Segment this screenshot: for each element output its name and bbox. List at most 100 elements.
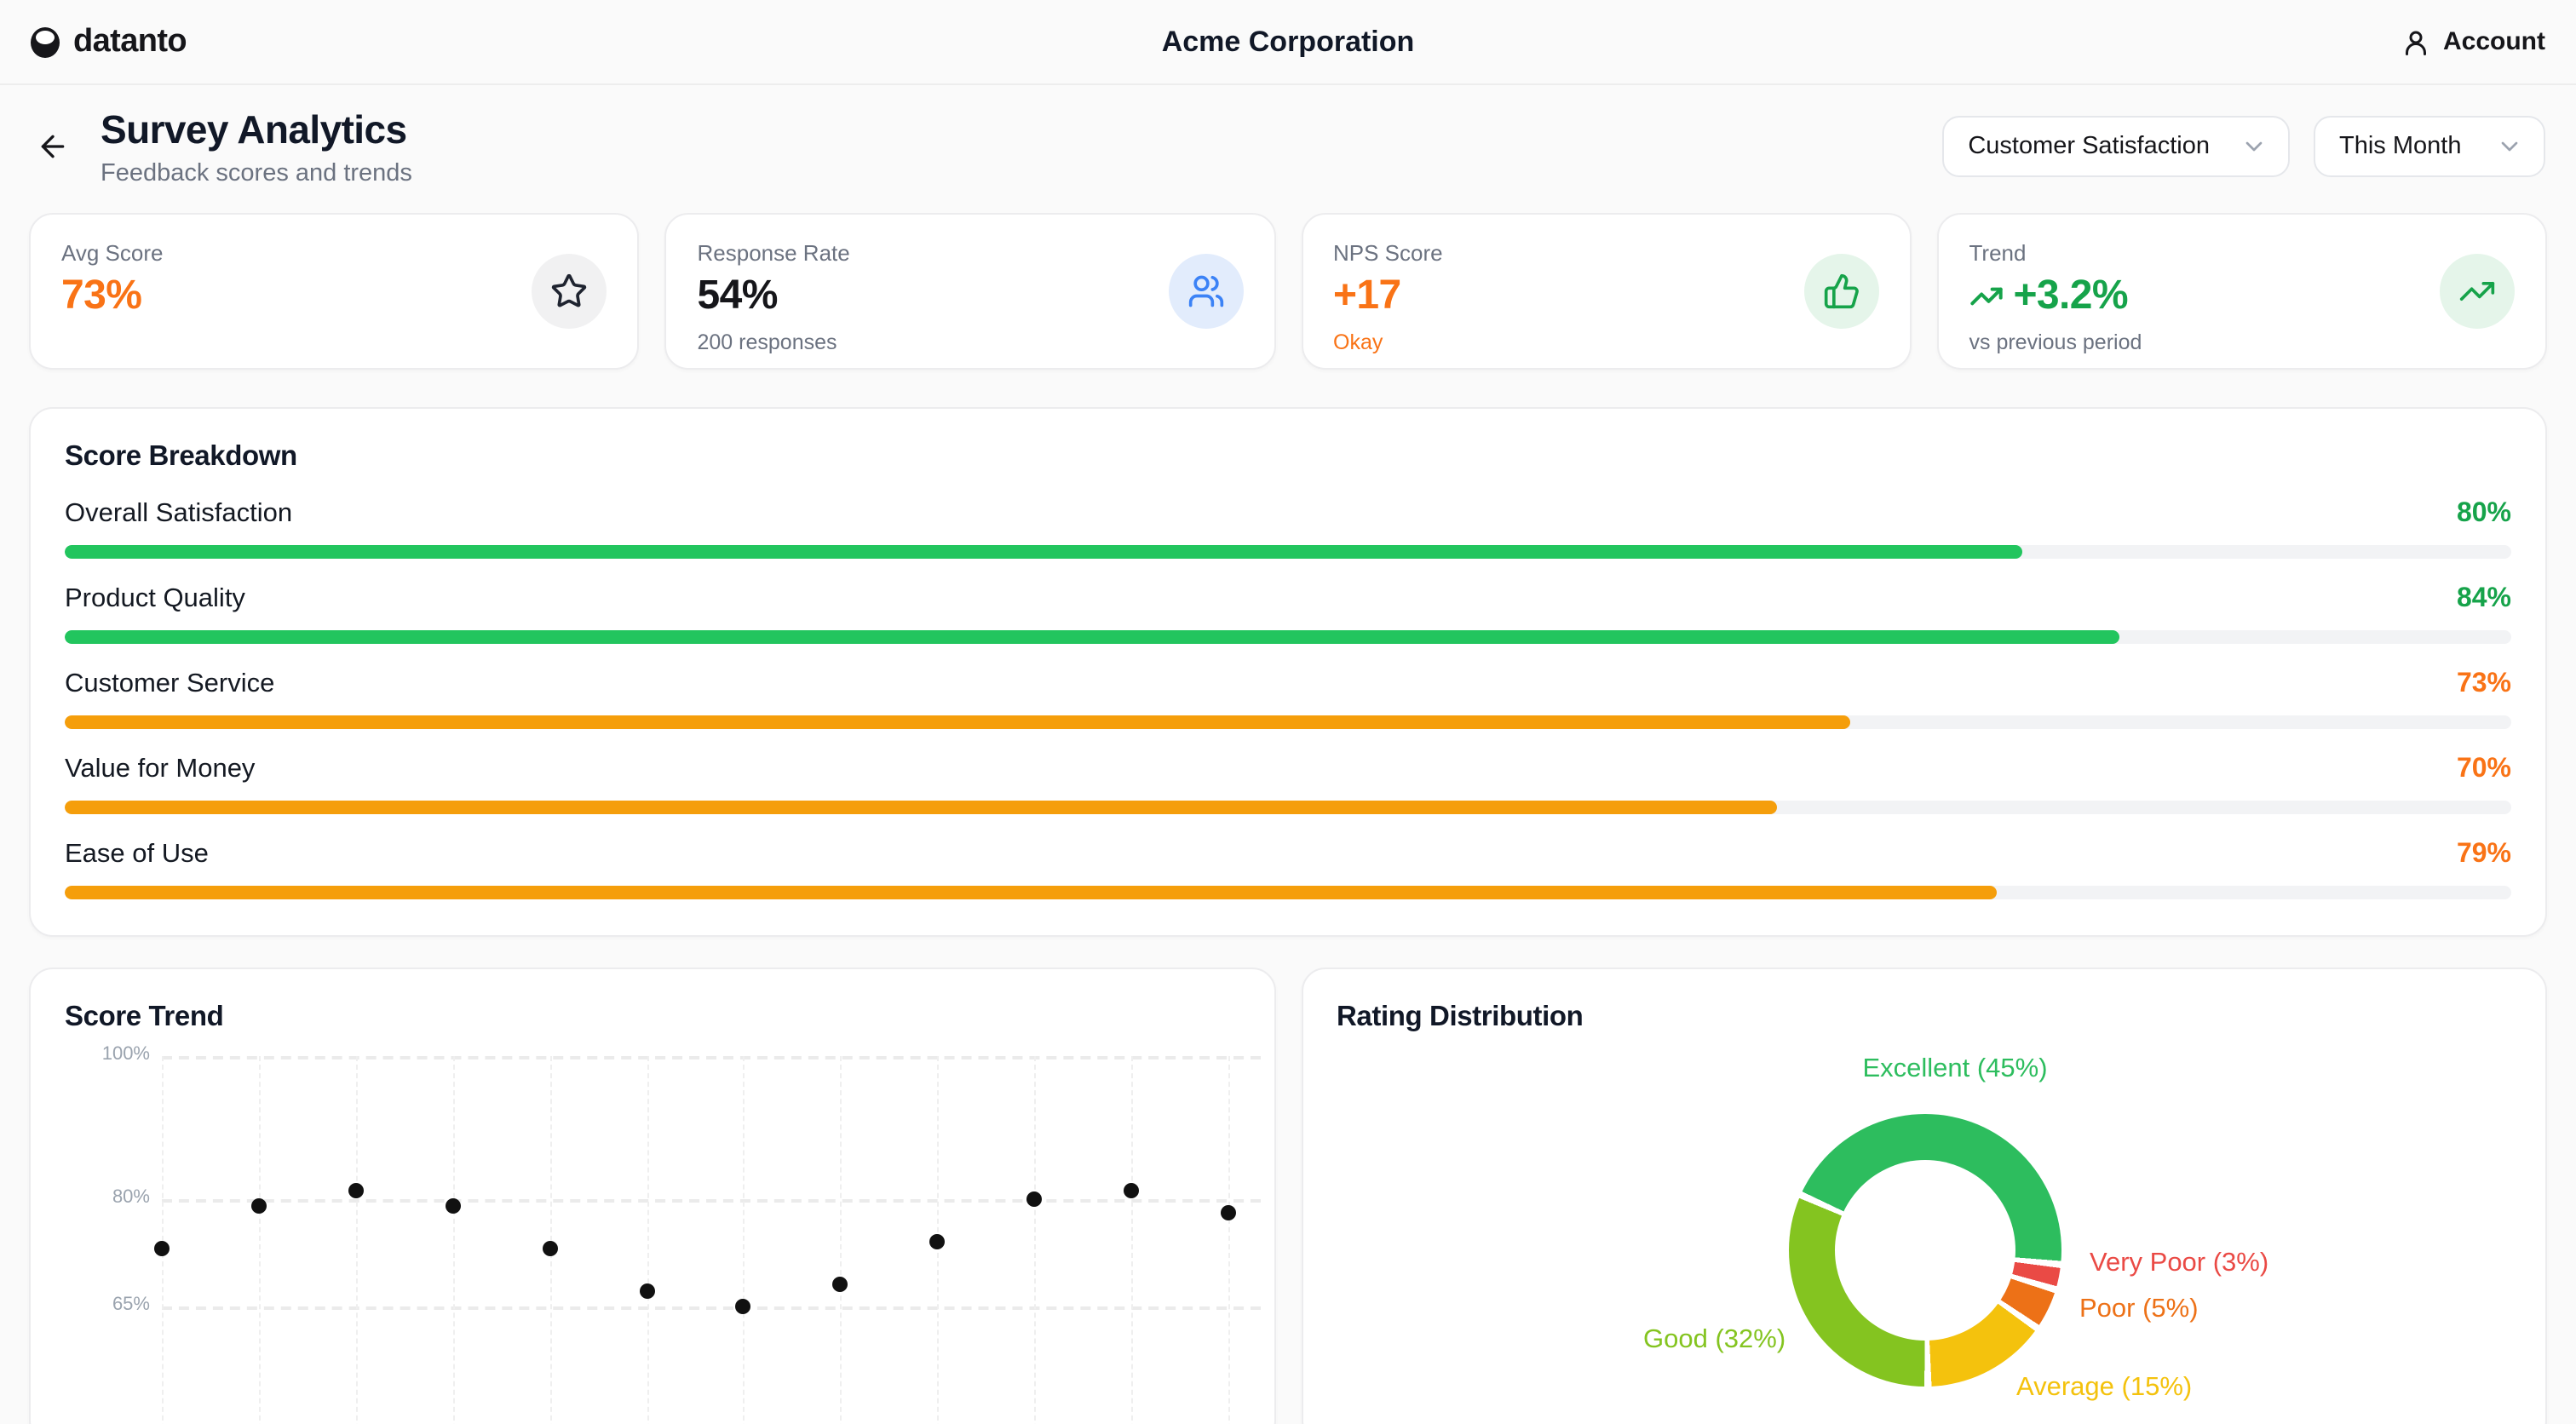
top-bar: datanto Acme Corporation Account [0, 0, 2576, 85]
stat-card-avg-score: Avg Score 73% [29, 212, 640, 370]
stat-card-trend: Trend +3.2% vs previous period [1936, 212, 2547, 370]
stat-value: +3.2% [1969, 272, 2516, 319]
data-point [445, 1197, 461, 1214]
breakdown-row: Ease of Use 79% [65, 839, 2511, 899]
progress-fill [65, 544, 2022, 559]
account-button[interactable]: Account [2401, 26, 2545, 57]
page-title: Survey Analytics [101, 107, 407, 152]
data-point [542, 1240, 558, 1256]
data-point [1220, 1204, 1236, 1220]
stat-label: Avg Score [61, 239, 164, 266]
data-point [1026, 1191, 1043, 1207]
breakdown-row: Overall Satisfaction 80% [65, 498, 2511, 559]
score-trend-chart: 100% 80% 65% [31, 968, 1274, 1424]
v-gridline [452, 1055, 455, 1424]
stat-label: Response Rate [697, 239, 850, 266]
data-point [735, 1298, 751, 1314]
progress-track [65, 885, 2511, 899]
data-point [929, 1233, 946, 1249]
h-gridline [162, 1055, 1261, 1059]
v-gridline [1034, 1055, 1037, 1424]
stat-label: Trend [1969, 239, 2027, 266]
score-trend-card: Score Trend 100% 80% 65% [29, 967, 1275, 1424]
metric-select-value: Customer Satisfaction [1968, 133, 2210, 161]
breakdown-row: Customer Service 73% [65, 669, 2511, 729]
account-label: Account [2443, 27, 2545, 56]
period-select-value: This Month [2339, 133, 2462, 161]
progress-fill [65, 629, 2120, 644]
h-gridline [162, 1306, 1261, 1310]
data-point [639, 1283, 654, 1300]
period-select[interactable]: This Month [2314, 116, 2545, 178]
datanto-logo-icon [31, 26, 60, 57]
progress-fill [65, 715, 1851, 729]
stat-value: 73% [61, 272, 142, 319]
y-axis-tick: 65% [112, 1294, 150, 1315]
stat-sub: Okay [1333, 330, 1383, 354]
star-icon [552, 273, 587, 307]
donut-label-average: Average (15%) [2016, 1372, 2193, 1402]
v-gridline [647, 1055, 648, 1424]
breakdown-percent: 70% [2456, 754, 2511, 784]
breakdown-label: Product Quality [65, 583, 245, 613]
chevron-down-icon [2245, 142, 2263, 152]
y-axis-tick: 100% [101, 1043, 150, 1065]
metric-select[interactable]: Customer Satisfaction [1942, 116, 2290, 178]
rating-distribution-title: Rating Distribution [1337, 1001, 1584, 1032]
stat-sub: 200 responses [697, 330, 837, 354]
data-point [154, 1240, 170, 1256]
data-point [348, 1183, 364, 1199]
v-gridline [162, 1055, 164, 1424]
page-header: Survey Analytics Feedback scores and tre… [0, 85, 2576, 207]
trending-up-icon [1969, 286, 2003, 305]
progress-track [65, 715, 2511, 729]
arrow-left-icon [41, 135, 65, 158]
rating-distribution-chart: Excellent (45%) Very Poor (3%) Poor (5%) Av… [1302, 968, 2545, 1424]
donut-label-excellent: Excellent (45%) [1862, 1054, 2048, 1083]
donut-label-very-poor: Very Poor (3%) [2090, 1248, 2269, 1278]
score-breakdown-title: Score Breakdown [65, 440, 297, 472]
trending-up-icon-badge [2440, 253, 2515, 329]
breakdown-percent: 84% [2456, 583, 2511, 613]
thumbs-up-icon-badge [1803, 253, 1879, 329]
star-icon-badge [532, 253, 607, 329]
breakdown-label: Customer Service [65, 669, 275, 698]
breakdown-percent: 80% [2456, 498, 2511, 528]
breakdown-row: Product Quality 84% [65, 583, 2511, 644]
progress-track [65, 629, 2511, 644]
donut-label-poor: Poor (5%) [2079, 1294, 2199, 1324]
progress-track [65, 800, 2511, 814]
score-breakdown-card: Score Breakdown Overall Satisfaction 80% … [29, 406, 2547, 937]
rating-distribution-card: Rating Distribution Excellent (45%) Very … [1301, 967, 2547, 1424]
stat-value: +17 [1333, 272, 1401, 319]
breakdown-label: Ease of Use [65, 839, 209, 869]
stat-card-response-rate: Response Rate 54% 200 responses [664, 212, 1275, 370]
progress-track [65, 544, 2511, 559]
page-subtitle: Feedback scores and trends [101, 159, 412, 187]
v-gridline [1131, 1055, 1133, 1424]
back-button[interactable] [31, 125, 75, 169]
users-icon-badge [1168, 253, 1243, 329]
users-icon [1187, 274, 1223, 307]
stat-label: NPS Score [1333, 239, 1443, 266]
progress-fill [65, 800, 1778, 814]
breakdown-label: Overall Satisfaction [65, 498, 293, 528]
company-name: Acme Corporation [1161, 25, 1415, 57]
breakdown-percent: 73% [2456, 669, 2511, 698]
thumbs-up-icon [1824, 273, 1859, 308]
progress-fill [65, 885, 1998, 899]
score-trend-title: Score Trend [65, 1001, 224, 1032]
breakdown-row: Value for Money 70% [65, 754, 2511, 814]
h-gridline [162, 1198, 1261, 1203]
user-icon [2406, 30, 2426, 55]
stat-sub: vs previous period [1969, 330, 2142, 354]
v-gridline [355, 1055, 358, 1424]
data-point [250, 1197, 267, 1214]
donut-chart [1788, 1113, 2061, 1387]
stats-row: Avg Score 73% Response Rate 54% 200 resp… [0, 207, 2576, 370]
stat-value: 54% [697, 272, 779, 319]
brand-logo[interactable]: datanto [31, 23, 187, 60]
trending-up-icon [2459, 281, 2495, 301]
data-point [1124, 1183, 1139, 1199]
